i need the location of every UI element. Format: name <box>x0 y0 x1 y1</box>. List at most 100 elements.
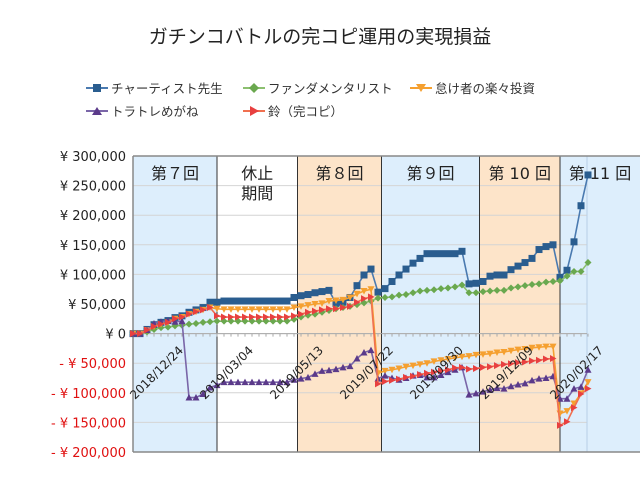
data-point <box>500 271 508 279</box>
data-point <box>542 343 550 351</box>
data-point <box>249 313 256 321</box>
data-point <box>494 362 501 370</box>
data-point <box>480 363 487 371</box>
data-point <box>451 283 459 291</box>
legend-item-lazy: 怠け者の楽々投資 <box>410 78 535 97</box>
data-point <box>185 320 193 328</box>
legend-label: 怠け者の楽々投資 <box>435 81 536 96</box>
data-point <box>297 292 305 300</box>
data-point <box>178 317 186 325</box>
data-point <box>486 386 494 393</box>
data-point <box>374 294 382 302</box>
data-point <box>409 362 417 370</box>
data-point <box>318 300 326 307</box>
data-point <box>305 308 312 316</box>
data-point <box>451 354 459 362</box>
data-point <box>528 376 536 384</box>
data-point <box>514 262 522 270</box>
data-point <box>235 313 242 321</box>
data-point <box>584 366 592 373</box>
data-point <box>486 272 494 280</box>
period-label: 休止期間 <box>241 164 273 203</box>
data-point <box>444 368 452 376</box>
data-point <box>507 284 515 292</box>
data-point <box>374 288 382 296</box>
data-point <box>368 293 375 301</box>
data-point <box>557 421 564 429</box>
data-point <box>465 353 473 360</box>
data-point <box>535 246 543 254</box>
data-point <box>514 381 522 388</box>
data-point <box>311 289 319 297</box>
y-tick-label: - ¥ 200,000 <box>51 446 126 461</box>
y-tick-label: - ¥ 50,000 <box>59 357 126 372</box>
triangle-down-marker-icon <box>410 83 432 92</box>
data-point <box>199 390 207 397</box>
data-point <box>206 318 214 326</box>
triangle-right-marker-icon <box>243 105 265 116</box>
data-point <box>472 289 480 297</box>
data-point <box>361 295 368 303</box>
data-point <box>550 354 557 362</box>
y-tick-label: ¥ 200,000 <box>60 209 126 224</box>
data-point <box>311 301 319 308</box>
data-point <box>269 378 277 386</box>
data-point <box>528 254 536 262</box>
data-point <box>577 202 585 210</box>
data-point <box>276 297 284 305</box>
data-point <box>564 418 571 426</box>
data-point <box>347 302 354 310</box>
data-point <box>423 250 431 258</box>
data-point <box>220 378 228 386</box>
data-point <box>521 282 529 290</box>
data-point <box>403 373 410 381</box>
data-point <box>206 383 214 391</box>
data-point <box>472 279 480 287</box>
data-point <box>458 281 466 289</box>
data-point <box>409 289 417 297</box>
legend-label: チャーティスト先生 <box>111 81 223 96</box>
data-point <box>213 298 221 306</box>
data-point <box>248 297 256 305</box>
triangle-up-marker-icon <box>86 106 108 115</box>
data-point <box>458 247 466 255</box>
data-point <box>200 306 207 314</box>
data-point <box>423 360 431 367</box>
data-point <box>339 363 347 371</box>
data-point <box>367 346 375 354</box>
data-point <box>318 288 326 296</box>
data-point <box>276 378 284 386</box>
data-point <box>577 267 585 275</box>
data-point <box>430 358 438 365</box>
data-point <box>388 366 396 374</box>
data-point <box>214 312 221 320</box>
data-point <box>542 278 550 286</box>
data-point <box>417 370 424 378</box>
data-point <box>402 363 410 371</box>
data-point <box>522 358 529 366</box>
data-point <box>221 313 228 321</box>
data-point <box>465 391 473 398</box>
data-point <box>298 310 305 318</box>
data-point <box>549 241 557 249</box>
data-point <box>241 378 249 386</box>
data-point <box>500 286 508 294</box>
data-point <box>479 388 487 395</box>
data-point <box>290 376 298 383</box>
data-point <box>367 265 375 273</box>
data-point <box>262 378 270 386</box>
data-point <box>269 306 277 313</box>
legend-label: 鈴（完コピ） <box>268 104 344 119</box>
data-point <box>549 278 557 286</box>
data-point <box>396 375 403 383</box>
data-point <box>451 250 459 258</box>
data-point <box>395 271 403 279</box>
data-point <box>507 382 515 390</box>
data-point <box>578 390 585 398</box>
data-point <box>297 375 305 382</box>
data-point <box>185 394 193 401</box>
data-point <box>137 330 144 338</box>
data-point <box>234 306 242 313</box>
data-point <box>234 378 242 386</box>
data-point <box>354 298 361 306</box>
